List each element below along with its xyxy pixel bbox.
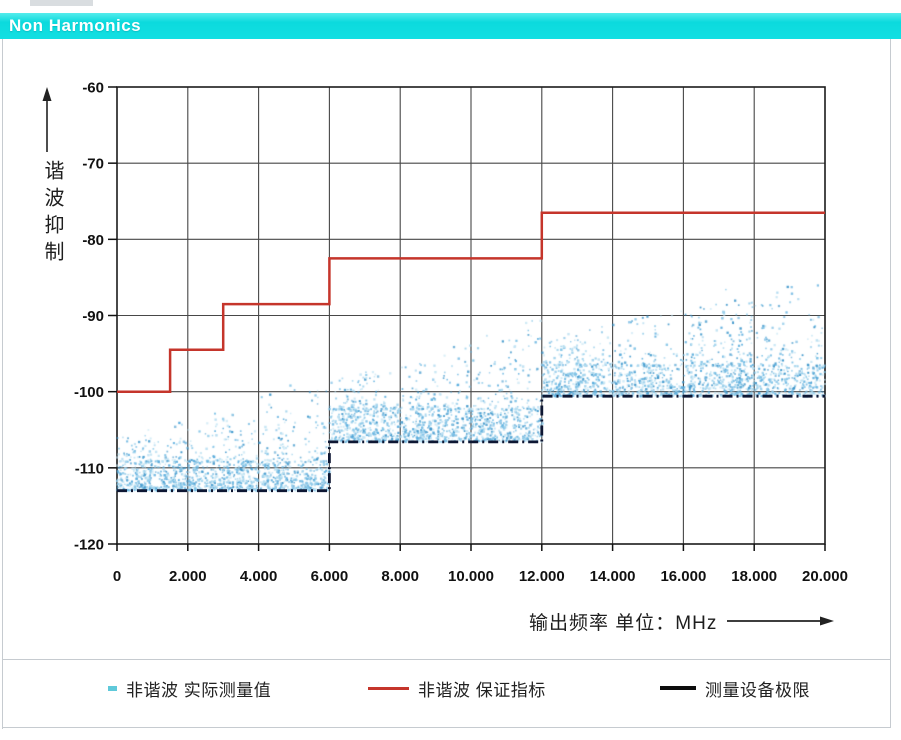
legend: 非谐波 实际测量值 非谐波 保证指标 测量设备极限 [0,672,901,704]
equipment-limit-line [117,394,825,493]
legend-item-equipment-limit: 测量设备极限 [660,672,810,704]
guaranteed-spec-line [117,211,825,393]
red-line-swatch-icon [368,686,409,690]
y-axis-arrowhead-icon [42,87,52,101]
legend-item-guaranteed: 非谐波 保证指标 [368,672,546,704]
legend-label: 测量设备极限 [705,680,810,700]
legend-label: 非谐波 实际测量值 [126,680,272,700]
x-axis-title: 输出频率 单位：MHz [529,613,718,634]
legend-item-measured: 非谐波 实际测量值 [108,672,271,704]
black-line-swatch-icon [660,686,696,690]
x-axis-arrowhead-icon [820,616,834,626]
legend-label: 非谐波 保证指标 [418,680,546,700]
scatter-swatch-icon [108,685,117,691]
y-axis-title: 谐波抑制 [41,160,63,268]
